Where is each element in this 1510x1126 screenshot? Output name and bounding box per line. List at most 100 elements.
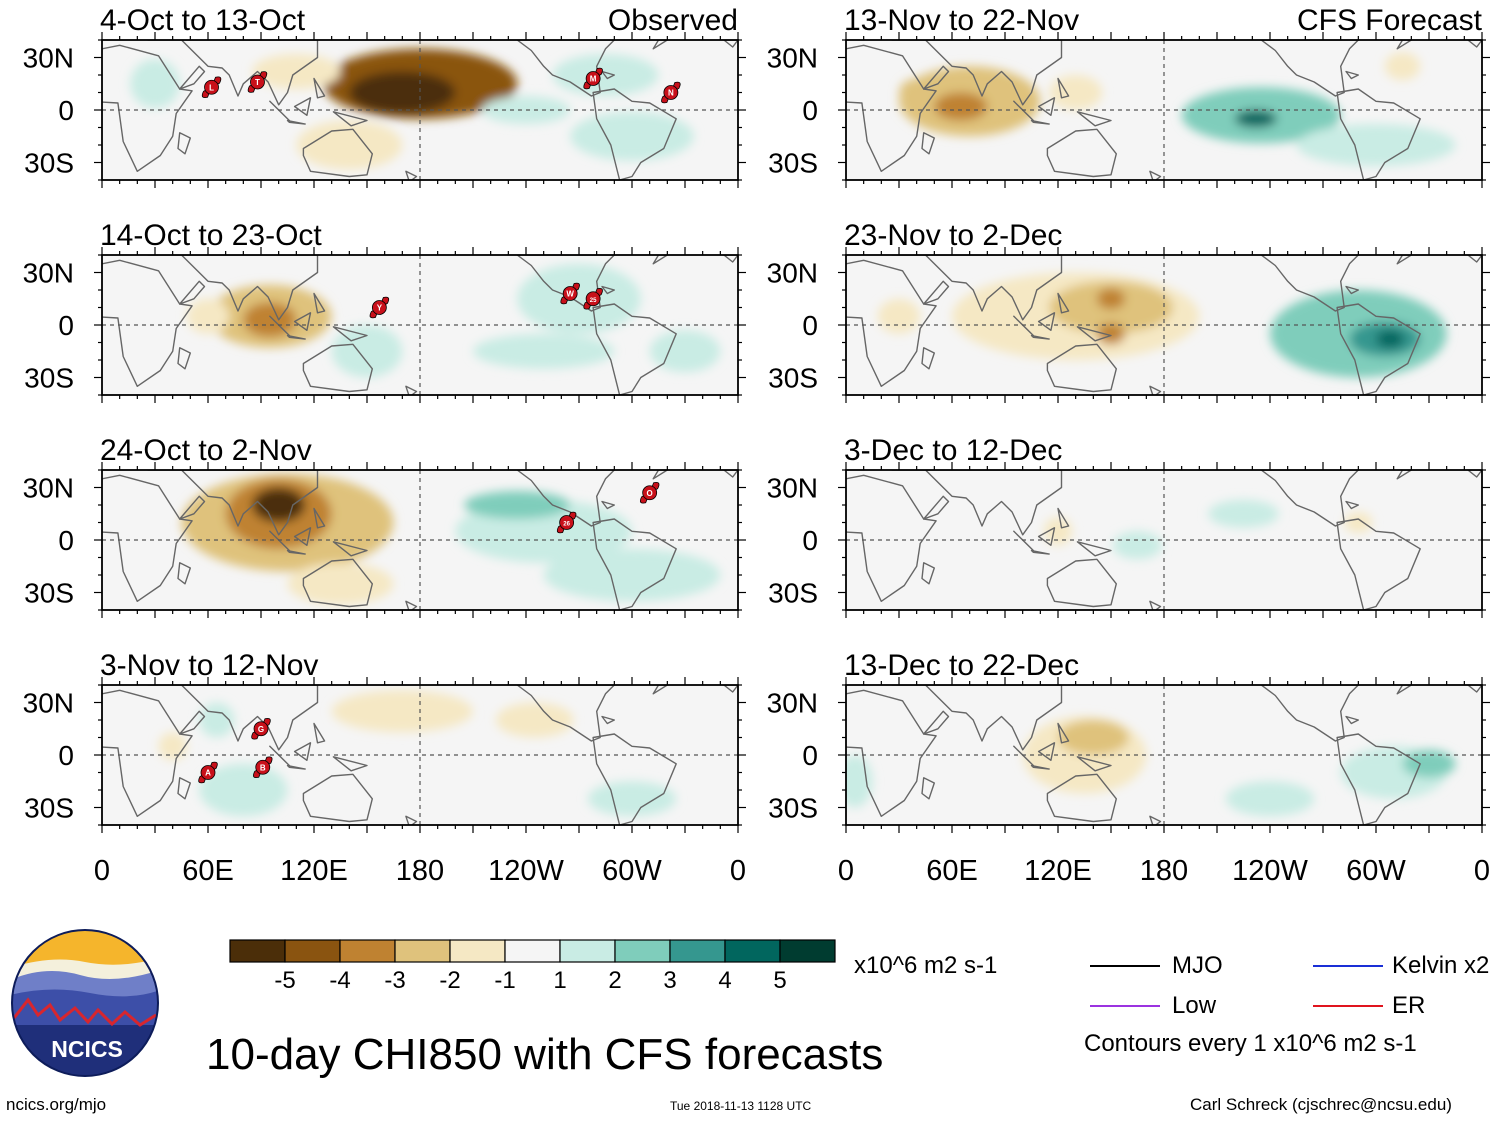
anomaly-contour	[1225, 781, 1315, 817]
coastline	[302, 773, 373, 823]
coastline	[516, 255, 615, 312]
x-tick-label: 60W	[1346, 855, 1406, 887]
anomaly-contour	[252, 487, 306, 523]
coastline	[1013, 530, 1035, 552]
x-tick-label: 60W	[602, 855, 662, 887]
coastline	[293, 97, 312, 117]
panel-title: 4-Oct to 13-Oct	[100, 4, 306, 37]
y-tick-label: 30S	[768, 578, 818, 609]
anomaly-contour	[287, 562, 394, 605]
storm-marker: M	[583, 67, 603, 90]
y-tick-label: 30S	[24, 793, 74, 824]
anomaly-contour	[130, 59, 180, 109]
colorbar-label: -5	[274, 967, 295, 994]
coastline	[177, 347, 192, 370]
anomaly-contour	[1043, 517, 1073, 546]
colorbar-label: 5	[773, 967, 786, 994]
colorbar-swatch	[229, 939, 286, 963]
storm-marker: A	[198, 761, 218, 784]
anomaly-contour	[570, 111, 694, 161]
coastline	[178, 280, 206, 305]
coastline	[177, 562, 192, 585]
figure-title: 10-day CHI850 with CFS forecasts	[206, 1030, 884, 1079]
coastline	[1046, 558, 1118, 608]
y-tick-label: 30N	[767, 43, 818, 74]
coastline	[177, 777, 192, 800]
anomaly-contour	[1208, 499, 1279, 528]
anomaly-contour	[199, 763, 288, 817]
map-panel: 30N 0 30S 3-Dec to 12-Dec	[767, 434, 1490, 618]
anomaly-contour	[1096, 288, 1126, 310]
panel-title: 24-Oct to 2-Nov	[100, 434, 312, 467]
y-tick-label: 30S	[24, 363, 74, 394]
coastlines	[846, 685, 1482, 825]
anomaly-contour	[243, 302, 297, 338]
coastline	[1467, 40, 1482, 48]
coastline	[1345, 715, 1360, 725]
y-tick-label: 30N	[767, 258, 818, 289]
coastline	[601, 285, 615, 295]
coastline	[269, 315, 290, 337]
coastline	[293, 742, 312, 761]
y-tick-label: 30N	[23, 43, 74, 74]
storm-label: N	[668, 89, 674, 98]
anomaly-contour	[899, 78, 935, 107]
storm-label: B	[260, 763, 266, 772]
y-tick-label: 30N	[23, 688, 74, 719]
coastline	[723, 40, 738, 48]
anomaly-contour	[186, 298, 230, 334]
map-panel: 30N 0 30S 3-Nov to 12-Nov A G B	[23, 649, 746, 833]
coastline	[1467, 470, 1482, 478]
coastline	[1396, 685, 1413, 695]
legend-label-kelvin: Kelvin x2	[1392, 952, 1490, 979]
colorbar-swatch	[614, 939, 671, 963]
y-tick-label: 0	[58, 525, 74, 556]
colorbar-label: 2	[608, 967, 621, 994]
storm-label: L	[209, 83, 214, 92]
logo-text: NCICS	[51, 1036, 123, 1062]
coastline	[1345, 500, 1360, 510]
coastline	[1030, 764, 1050, 770]
coastline	[177, 132, 192, 155]
colorbar-label: -1	[494, 967, 515, 994]
colorbar-units: x10^6 m2 s-1	[854, 952, 998, 979]
storm-marker: 25	[583, 287, 603, 310]
coastline	[1037, 527, 1056, 546]
coastline	[652, 255, 668, 265]
anomaly-contour	[517, 263, 641, 334]
y-tick-label: 0	[58, 95, 74, 126]
coastline	[102, 689, 193, 817]
y-tick-label: 30N	[767, 473, 818, 504]
coastline	[846, 689, 937, 817]
coastline	[921, 347, 935, 370]
coastline	[923, 280, 950, 305]
coastline	[652, 470, 668, 480]
coastline	[178, 65, 206, 90]
chi850-anomaly-field	[877, 272, 1447, 378]
coastline	[102, 474, 193, 602]
coastline	[1345, 285, 1360, 295]
anomaly-contour	[252, 54, 341, 89]
colorbar-swatch	[284, 939, 341, 963]
coastline	[269, 100, 290, 122]
coastline	[1046, 773, 1118, 823]
x-tick-label: 180	[396, 855, 444, 887]
coastline	[592, 88, 677, 180]
anomaly-contour	[1384, 52, 1421, 81]
anomaly-contour	[877, 298, 921, 334]
anomaly-contour	[464, 491, 571, 519]
coastline	[1037, 742, 1056, 761]
coastline	[1260, 685, 1360, 742]
contours-note: Contours every 1 x10^6 m2 s-1	[1084, 1030, 1417, 1057]
coastline	[332, 326, 368, 342]
coastline	[313, 722, 326, 744]
coastline	[293, 312, 312, 331]
map-panel: 30N 0 30S 14-Oct to 23-Oct Y W 25	[23, 219, 746, 403]
panel-title: 13-Nov to 22-Nov	[844, 4, 1079, 37]
coastline	[269, 745, 290, 767]
coastline	[1013, 100, 1035, 122]
coastline	[891, 255, 1063, 321]
coastlines	[846, 470, 1482, 610]
